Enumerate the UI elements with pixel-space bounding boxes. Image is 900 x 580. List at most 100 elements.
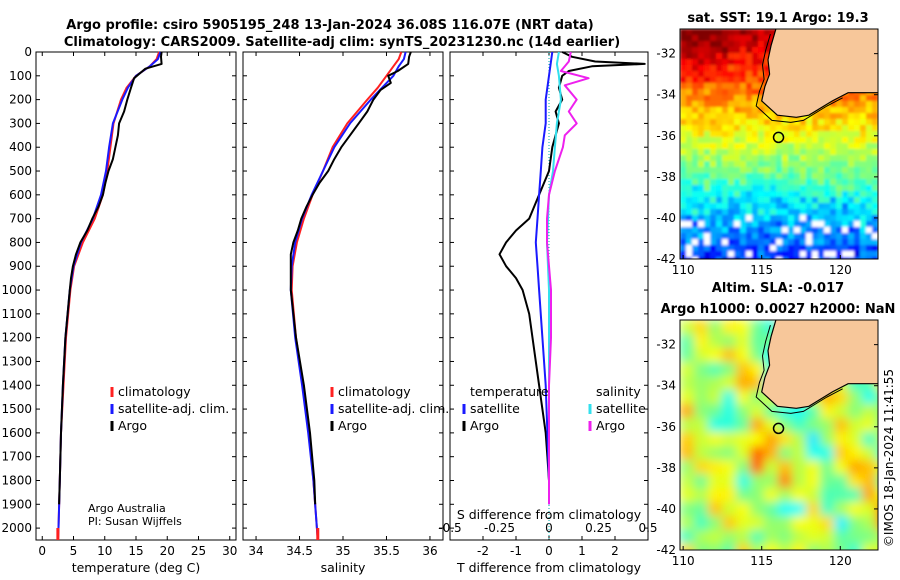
map-cell xyxy=(794,215,801,222)
map-cell xyxy=(758,59,765,66)
map-cell xyxy=(752,53,759,60)
map-cell xyxy=(848,245,855,252)
map-cell xyxy=(830,185,837,192)
map-cell xyxy=(746,107,753,114)
map-cell xyxy=(752,155,759,162)
map-cell xyxy=(708,530,723,545)
map-cell xyxy=(716,173,723,180)
map-cell xyxy=(824,161,831,168)
map-cell xyxy=(752,125,759,132)
map-cell xyxy=(866,119,873,126)
map-cell xyxy=(764,143,771,150)
map-cell xyxy=(728,215,735,222)
map-cell xyxy=(792,544,807,550)
x-tick-label: 25 xyxy=(191,544,206,558)
map-cell xyxy=(746,53,753,60)
map-cell xyxy=(698,131,705,138)
map-cell xyxy=(740,53,747,60)
map-cell xyxy=(834,446,849,461)
map-cell xyxy=(746,179,753,186)
map-cell xyxy=(818,107,825,114)
map-cell xyxy=(782,221,789,228)
map-cell xyxy=(842,203,849,210)
map-cell xyxy=(770,197,777,204)
depth-tick-label: 800 xyxy=(9,235,32,249)
map-cell xyxy=(820,474,835,489)
map-cell xyxy=(692,149,699,156)
map-cell xyxy=(746,227,753,234)
map-cell xyxy=(776,197,783,204)
map-cell xyxy=(794,227,801,234)
map-cell xyxy=(758,233,765,240)
map-cell xyxy=(680,35,687,42)
map-cell xyxy=(710,227,717,234)
x-tick-label: -2 xyxy=(477,544,489,558)
x-tick-label: 35 xyxy=(335,544,350,558)
salinity-depth-ticks xyxy=(243,51,443,529)
map-cell xyxy=(854,173,861,180)
map-cell xyxy=(770,155,777,162)
map-cell xyxy=(782,245,789,252)
map-cell xyxy=(692,143,699,150)
map-cell xyxy=(800,143,807,150)
map-cell xyxy=(736,348,751,363)
map-cell xyxy=(824,179,831,186)
map-cell xyxy=(860,137,867,144)
map-cell xyxy=(750,530,765,545)
map-cell xyxy=(734,29,741,36)
map-cell xyxy=(758,203,765,210)
map-cell xyxy=(704,161,711,168)
map-cell xyxy=(752,89,759,96)
map-cell xyxy=(782,191,789,198)
map-cell xyxy=(854,227,861,234)
map-cell xyxy=(806,185,813,192)
depth-tick-label: 500 xyxy=(9,164,32,178)
note-argo-australia: Argo Australia xyxy=(88,502,166,515)
map-cell xyxy=(740,41,747,48)
map-cell xyxy=(716,71,723,78)
depth-tick-label: 1300 xyxy=(1,354,32,368)
map-cell xyxy=(736,418,751,433)
map-cell xyxy=(834,516,849,531)
map-cell xyxy=(710,251,717,258)
map-cell xyxy=(770,125,777,132)
map-cell xyxy=(704,101,711,108)
map-cell xyxy=(824,203,831,210)
map-cell xyxy=(848,215,855,222)
map-cell xyxy=(698,95,705,102)
map-cell xyxy=(728,155,735,162)
map-cell xyxy=(836,215,843,222)
map-cell xyxy=(698,101,705,108)
map-cell xyxy=(806,179,813,186)
map-cell xyxy=(698,197,705,204)
map-cell xyxy=(716,221,723,228)
map-cell xyxy=(848,155,855,162)
map-cell xyxy=(692,95,699,102)
map-cell xyxy=(758,53,765,60)
map-cell xyxy=(872,131,878,138)
map-cell xyxy=(788,251,795,258)
map-cell xyxy=(710,125,717,132)
map-cell xyxy=(872,203,878,210)
map-cell xyxy=(818,155,825,162)
map-cell xyxy=(830,245,837,252)
map-cell xyxy=(812,215,819,222)
map-cell xyxy=(764,418,779,433)
map-cell xyxy=(860,149,867,156)
map-cell xyxy=(752,257,759,259)
map-cell xyxy=(728,179,735,186)
map-cell xyxy=(830,227,837,234)
map-cell xyxy=(836,179,843,186)
map-cell xyxy=(710,143,717,150)
map-cell xyxy=(854,197,861,204)
legend-climatology: climatology xyxy=(338,384,411,399)
map-cell xyxy=(698,257,705,259)
map-cell xyxy=(842,233,849,240)
map-cell xyxy=(794,221,801,228)
salinity-xlabel: salinity xyxy=(321,560,366,575)
map-cell xyxy=(746,173,753,180)
map-cell xyxy=(752,83,759,90)
map-cell xyxy=(750,544,765,550)
map-cell xyxy=(776,215,783,222)
map-cell xyxy=(854,233,861,240)
